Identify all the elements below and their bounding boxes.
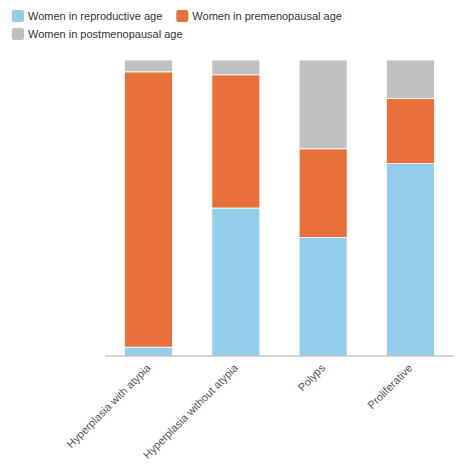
legend-label: Women in premenopausal age [192, 10, 342, 22]
bar [212, 75, 260, 208]
bar [299, 149, 347, 238]
bar [125, 347, 173, 356]
legend-item: Women in reproductive age [12, 10, 162, 22]
legend-label: Women in postmenopausal age [28, 28, 183, 40]
legend-swatch [176, 10, 188, 22]
x-axis [105, 356, 454, 357]
bar [299, 60, 347, 149]
legend-item: Women in postmenopausal age [12, 28, 183, 40]
bar [386, 98, 434, 163]
chart: Women in reproductive age Women in premen… [0, 0, 474, 474]
bars [125, 60, 435, 356]
legend-swatch [12, 10, 24, 22]
bar [386, 164, 434, 356]
x-tick-label: Hyperplasia without atypia [141, 361, 241, 461]
legend-label: Women in reproductive age [28, 10, 162, 22]
x-tick-label: Polyps [295, 361, 327, 393]
bar [386, 60, 434, 98]
bar [299, 238, 347, 356]
bar [125, 72, 173, 347]
legend-item: Women in premenopausal age [176, 10, 342, 22]
legend: Women in reproductive age Women in premen… [12, 10, 342, 40]
x-tick-label: Proliferative [365, 362, 415, 412]
bar [212, 60, 260, 75]
bar [125, 60, 173, 72]
x-tick-label: Hyperplasia with atypia [64, 361, 153, 450]
bar [212, 208, 260, 356]
legend-swatch [12, 28, 24, 40]
